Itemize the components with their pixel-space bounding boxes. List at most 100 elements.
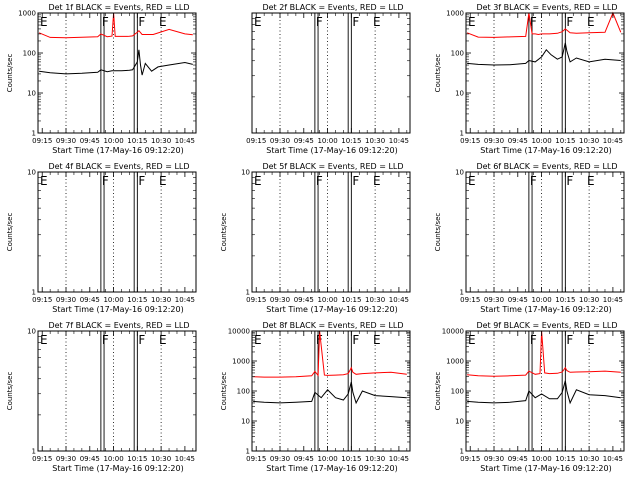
plot-frame bbox=[465, 12, 625, 134]
x-tick-label: 10:30 bbox=[365, 137, 385, 145]
x-tick-label: 10:00 bbox=[531, 137, 551, 145]
region-letter-E: E bbox=[254, 15, 262, 29]
panel-title: Det 9f BLACK = Events, RED = LLD bbox=[476, 321, 617, 330]
panel-det-2: Det 2f BLACK = Events, RED = LLD Start Ti… bbox=[246, 3, 411, 155]
x-tick-label: 09:15 bbox=[460, 455, 480, 463]
series-line bbox=[39, 49, 193, 76]
region-letter-F: F bbox=[138, 333, 145, 347]
panel-title: Det 3f BLACK = Events, RED = LLD bbox=[476, 3, 617, 12]
x-tick-label: 10:30 bbox=[365, 296, 385, 304]
x-tick-label: 10:15 bbox=[555, 137, 575, 145]
x-axis-label: Start Time (17-May-16 09:12:20) bbox=[480, 146, 611, 155]
region-letter-F: F bbox=[530, 333, 537, 347]
panel-det-4: Det 4f BLACK = Events, RED = LLD Start Ti… bbox=[6, 162, 197, 314]
plot-frame bbox=[251, 171, 411, 293]
region-letter-E: E bbox=[159, 333, 167, 347]
y-tick-label: 100 bbox=[451, 388, 464, 396]
x-tick-label: 09:30 bbox=[56, 455, 76, 463]
y-axis-label: Counts/sec bbox=[6, 54, 14, 93]
x-axis-label: Start Time (17-May-16 09:12:20) bbox=[480, 305, 611, 314]
y-tick-label: 10000 bbox=[228, 328, 250, 336]
region-letter-E: E bbox=[159, 15, 167, 29]
region-letter-E: E bbox=[254, 174, 262, 188]
x-tick-label: 09:15 bbox=[32, 137, 52, 145]
x-tick-label: 10:30 bbox=[365, 455, 385, 463]
series-line bbox=[467, 380, 621, 405]
x-tick-label: 09:45 bbox=[508, 137, 528, 145]
y-axis-label: Counts/sec bbox=[434, 372, 442, 411]
y-tick-label: 1 bbox=[32, 448, 36, 456]
y-tick-label: 1 bbox=[32, 130, 36, 138]
x-tick-label: 10:15 bbox=[555, 455, 575, 463]
x-tick-label: 10:00 bbox=[317, 137, 337, 145]
x-tick-label: 10:00 bbox=[317, 455, 337, 463]
plot-frame bbox=[37, 12, 197, 134]
y-axis-label: Counts/sec bbox=[220, 213, 228, 252]
region-letter-F: F bbox=[352, 333, 359, 347]
x-tick-label: 09:15 bbox=[246, 455, 266, 463]
region-letter-F: F bbox=[530, 174, 537, 188]
series-line bbox=[467, 42, 621, 66]
x-tick-label: 10:00 bbox=[317, 296, 337, 304]
x-tick-label: 09:30 bbox=[484, 296, 504, 304]
y-tick-label: 1000 bbox=[446, 358, 464, 366]
x-tick-label: 09:45 bbox=[294, 455, 314, 463]
y-tick-label: 10 bbox=[455, 169, 464, 177]
y-tick-label: 10 bbox=[27, 90, 36, 98]
region-letter-E: E bbox=[468, 15, 476, 29]
region-letter-F: F bbox=[566, 333, 573, 347]
x-tick-label: 10:45 bbox=[603, 137, 623, 145]
x-tick-label: 09:30 bbox=[484, 137, 504, 145]
x-tick-label: 09:45 bbox=[80, 455, 100, 463]
y-tick-label: 1 bbox=[460, 448, 464, 456]
region-letter-F: F bbox=[530, 15, 537, 29]
panel-det-9: Det 9f BLACK = Events, RED = LLD Start Ti… bbox=[434, 321, 625, 473]
region-letter-E: E bbox=[40, 15, 48, 29]
region-letter-E: E bbox=[373, 174, 381, 188]
region-letter-E: E bbox=[587, 15, 595, 29]
panel-det-6: Det 6f BLACK = Events, RED = LLD Start Ti… bbox=[434, 162, 625, 314]
x-tick-label: 09:45 bbox=[508, 455, 528, 463]
region-letter-F: F bbox=[138, 15, 145, 29]
x-tick-label: 09:15 bbox=[32, 455, 52, 463]
y-axis-label: Counts/sec bbox=[6, 372, 14, 411]
region-letter-F: F bbox=[316, 174, 323, 188]
x-tick-label: 10:30 bbox=[579, 137, 599, 145]
x-tick-label: 09:15 bbox=[460, 296, 480, 304]
x-tick-label: 10:15 bbox=[127, 455, 147, 463]
region-letter-F: F bbox=[566, 15, 573, 29]
x-tick-label: 10:00 bbox=[531, 455, 551, 463]
series-line bbox=[38, 12, 193, 39]
y-tick-label: 1 bbox=[460, 289, 464, 297]
x-axis-label: Start Time (17-May-16 09:12:20) bbox=[52, 464, 183, 473]
x-tick-label: 10:15 bbox=[341, 137, 361, 145]
x-tick-label: 09:15 bbox=[246, 137, 266, 145]
panel-det-3: Det 3f BLACK = Events, RED = LLD Start Ti… bbox=[434, 3, 625, 155]
x-axis-label: Start Time (17-May-16 09:12:20) bbox=[52, 146, 183, 155]
panel-title: Det 5f BLACK = Events, RED = LLD bbox=[262, 162, 403, 171]
x-tick-label: 10:45 bbox=[175, 137, 195, 145]
x-tick-label: 10:30 bbox=[151, 296, 171, 304]
y-tick-label: 100 bbox=[451, 50, 464, 58]
region-letter-F: F bbox=[102, 174, 109, 188]
y-axis-label: Counts/sec bbox=[434, 54, 442, 93]
x-tick-label: 09:45 bbox=[508, 296, 528, 304]
plot-frame bbox=[465, 171, 625, 293]
y-tick-label: 100 bbox=[237, 388, 250, 396]
x-tick-label: 10:30 bbox=[151, 455, 171, 463]
panel-title: Det 8f BLACK = Events, RED = LLD bbox=[262, 321, 403, 330]
x-tick-label: 10:45 bbox=[389, 296, 409, 304]
x-tick-label: 10:15 bbox=[341, 455, 361, 463]
region-letter-E: E bbox=[587, 174, 595, 188]
y-tick-label: 1 bbox=[460, 130, 464, 138]
x-tick-label: 10:00 bbox=[103, 137, 123, 145]
plot-frame bbox=[37, 171, 197, 293]
series-line bbox=[253, 330, 407, 378]
x-tick-label: 10:30 bbox=[579, 296, 599, 304]
region-letter-E: E bbox=[40, 333, 48, 347]
y-tick-label: 10 bbox=[455, 90, 464, 98]
x-tick-label: 10:00 bbox=[103, 455, 123, 463]
region-letter-E: E bbox=[254, 333, 262, 347]
x-tick-label: 10:45 bbox=[389, 137, 409, 145]
